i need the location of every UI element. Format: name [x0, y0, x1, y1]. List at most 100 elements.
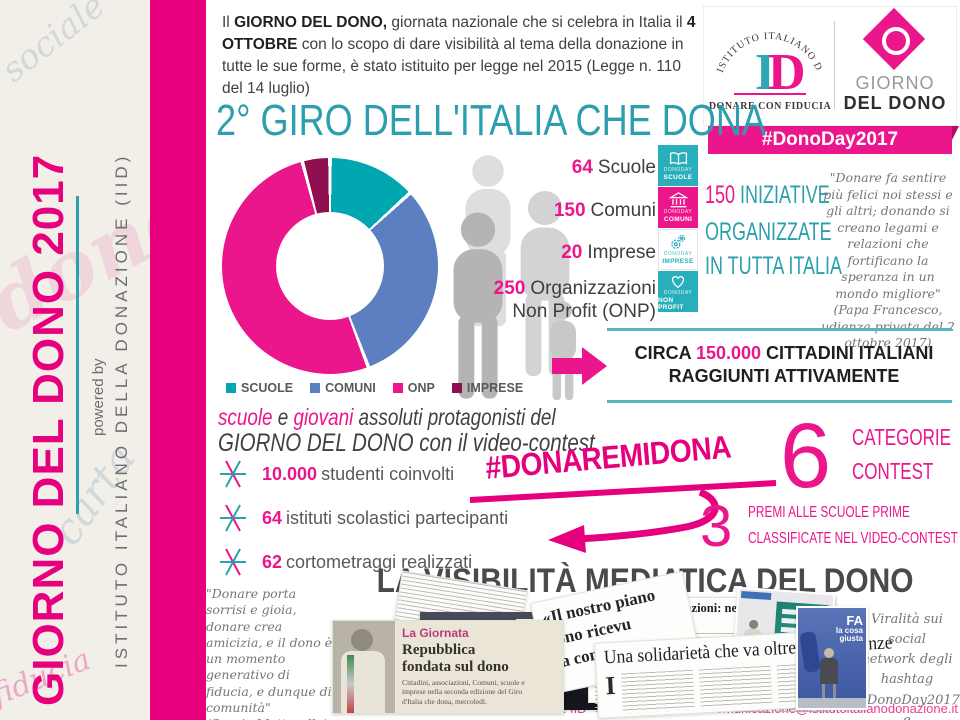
- iid-logo: ISTITUTO ITALIANO DONAZIONE I D DONARE C…: [704, 1, 832, 121]
- tile-brand: DONODAY: [663, 166, 693, 173]
- protagonisti-line-1: scuole e giovani assoluti protagonisti d…: [218, 404, 556, 431]
- contest-number-6: 6: [780, 405, 832, 507]
- donoday-ribbon: #DonoDay2017: [708, 126, 959, 154]
- iniziative-number: 150: [705, 181, 736, 209]
- clipping-la-giornata: La Giornata Repubblica fondata sul dono …: [332, 620, 564, 714]
- legend-swatch: [310, 383, 321, 393]
- contest-contest: CONTEST: [852, 458, 934, 484]
- intro-bold: GIORNO DEL DONO,: [234, 14, 388, 31]
- iid-letter-i: I: [755, 44, 775, 95]
- ribbon-fold: [952, 126, 959, 140]
- bank-icon: [668, 192, 688, 208]
- legend-swatch: [226, 383, 236, 393]
- bullet-number: 62: [262, 551, 283, 572]
- clipping-kicker: La Giornata: [402, 626, 469, 640]
- iniziative-line-3: IN TUTTA ITALIA: [705, 252, 843, 280]
- tile-label: COMUNI: [663, 216, 693, 223]
- asterisk-icon: [220, 460, 246, 488]
- iniziative-line-2: ORGANIZZATE: [705, 218, 832, 246]
- intro-text: con lo scopo di dare visibilità al tema …: [222, 36, 684, 97]
- tv-chair-leg: [822, 684, 825, 700]
- photo-head: [351, 629, 373, 651]
- right-arrow-icon: [552, 347, 607, 385]
- intro-bold: 4 OTTOBRE: [222, 14, 696, 53]
- tile-label: NON PROFIT: [658, 296, 684, 311]
- gdd-word-top: GIORNO: [855, 73, 935, 93]
- tv-guest-head: [824, 648, 834, 658]
- tv-logo-line1: FA: [846, 613, 863, 628]
- tile-brand: DONODAY: [663, 251, 693, 257]
- social-line: Viralità sui social: [871, 612, 943, 648]
- banner-underline-arrow: [469, 480, 777, 553]
- reach-line2: RAGGIUNTI ATTIVAMENTE: [668, 366, 900, 387]
- stat-label: Imprese: [587, 242, 656, 263]
- mattarella-quote: "Donare porta sorrisi e gioia, donare cr…: [206, 586, 334, 720]
- reach-post: CITTADINI ITALIANI: [761, 343, 934, 363]
- protagonisti-text: e: [272, 404, 294, 430]
- reach-statement: CIRCA 150.000 CITTADINI ITALIANI RAGGIUN…: [613, 342, 955, 388]
- stat-label: Comuni: [590, 200, 656, 221]
- stat-label: Organizzazioni Non Profit (ONP): [512, 278, 656, 322]
- sidebar-title: GIORNO DEL DONO 2017: [24, 153, 73, 706]
- intro-text: Il: [222, 14, 235, 31]
- legend-item: COMUNI: [310, 381, 376, 395]
- bullet-studenti: 10.000 studenti coinvolti: [218, 458, 454, 490]
- magenta-bar: [150, 0, 206, 720]
- premi-line-2: CLASSIFICATE NEL VIDEO-CONTEST: [748, 530, 958, 547]
- legend-label: ONP: [407, 381, 435, 395]
- legend-label: IMPRESE: [466, 381, 524, 395]
- bullet-text: istituti scolastici partecipanti: [286, 507, 509, 528]
- giorno-del-dono-logo: GIORNO DEL DONO: [838, 7, 952, 121]
- gdd-word-bottom: DEL DONO: [843, 93, 947, 113]
- tile-label: IMPRESE: [662, 258, 694, 265]
- stat-label: Scuole: [597, 157, 656, 178]
- article-column: [698, 665, 773, 710]
- reach-pre: CIRCA: [634, 343, 696, 363]
- gdd-ring-icon: [882, 27, 910, 55]
- tv-screenshot-fa: FA la cosa giusta: [796, 606, 868, 710]
- iniziative-line-1: 150 INIZIATIVE: [705, 181, 830, 210]
- stat-comuni: 150 Comuni: [554, 200, 656, 222]
- legend-label: SCUOLE: [241, 381, 294, 395]
- chart-legend: SCUOLE COMUNI ONP IMPRESE: [226, 381, 523, 395]
- tile-comuni: DONODAY COMUNI: [658, 187, 698, 228]
- iid-logo-graphic: ISTITUTO ITALIANO DONAZIONE I D: [704, 1, 823, 101]
- protagonisti-line-2: GIORNO DEL DONO con il video-contest: [218, 429, 595, 458]
- category-tiles: DONODAY SCUOLE DONODAY COMUNI DONODAY IM…: [658, 145, 698, 313]
- tile-brand: DONODAY: [663, 289, 693, 296]
- quote-text: "Donare porta sorrisi e gioia, donare cr…: [206, 586, 333, 715]
- sidebar-paper: sociale dono carta fiducia: [0, 0, 150, 720]
- bullet-text: cortometraggi realizzati: [286, 551, 473, 572]
- legend-swatch: [392, 383, 403, 393]
- bullet-cortometraggi: 62 cortometraggi realizzati: [218, 546, 472, 578]
- legend-label: COMUNI: [325, 381, 376, 395]
- donoday-hashtag: #DonoDay2017: [761, 129, 899, 150]
- reach-number: 150.000: [695, 343, 762, 363]
- protagonisti-gdd: GIORNO DEL DONO: [218, 429, 414, 457]
- main-title: 2° GIRO DELL'ITALIA CHE DONA: [216, 96, 766, 145]
- papa-francesco-quote: "Donare fa sentire più felici noi stessi…: [818, 170, 958, 352]
- donut-hole: [276, 212, 384, 320]
- clipping-headline: Repubblica fondata sul dono: [402, 642, 509, 675]
- clipping-photo: [333, 621, 395, 713]
- protagonisti-scuole: scuole: [218, 404, 273, 430]
- stat-value: 250: [493, 278, 526, 299]
- tv-wall-figure: [799, 631, 821, 673]
- protagonisti-text: assoluti protagonisti del: [353, 404, 556, 430]
- tv-logo-line2: la cosa: [835, 626, 863, 635]
- tile-nonprofit: DONODAY NON PROFIT: [658, 271, 698, 312]
- iid-rule: [734, 93, 806, 95]
- sidebar-divider-line: [76, 196, 79, 514]
- legend-swatch: [451, 383, 462, 393]
- drop-cap: I: [604, 670, 617, 701]
- logo-divider: [834, 21, 835, 109]
- photo-sash: [347, 655, 354, 713]
- stat-value: 64: [571, 157, 593, 178]
- heart-icon: [671, 275, 685, 288]
- quote-text: "Donare fa sentire più felici noi stessi…: [823, 170, 953, 301]
- protagonisti-text: con il video-contest: [413, 429, 595, 457]
- legend-item: IMPRESE: [451, 381, 524, 395]
- gears-icon: [671, 234, 686, 249]
- book-icon: [669, 151, 687, 165]
